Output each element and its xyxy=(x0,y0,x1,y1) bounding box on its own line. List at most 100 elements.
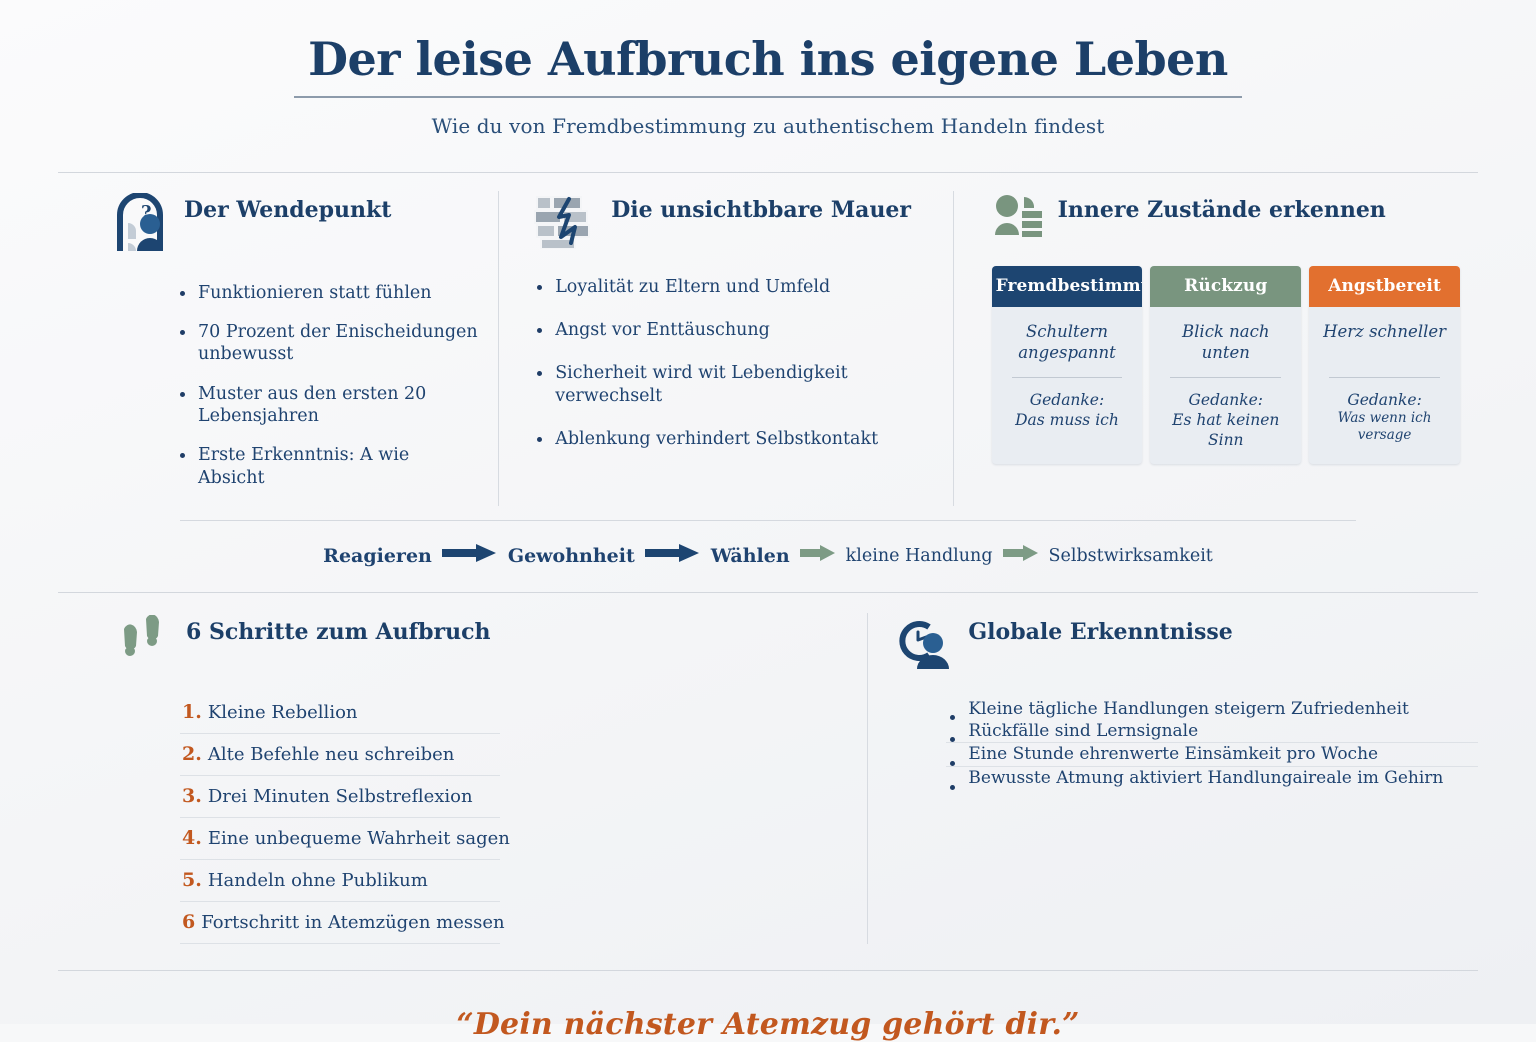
flow-step-label: Wählen xyxy=(710,544,790,567)
list-item: Erste Erkenntnis: A wie Absicht xyxy=(176,444,480,489)
state-cards: Fremdbestimmt Schultern angespannt Gedan… xyxy=(991,265,1460,464)
step-label: Handeln ohne Publikum xyxy=(207,870,428,892)
divider-bottom xyxy=(58,970,1478,972)
state-card-thought-label: Gedanke: xyxy=(1029,390,1105,409)
footer-quote: “Dein nächster Atemzug gehört dir.” xyxy=(456,1007,1080,1042)
list-item: Funktionieren statt fühlen xyxy=(176,282,480,304)
state-card-thought: Was wenn ich versage xyxy=(1337,409,1432,444)
list-item: Ablenkung verhindert Selbstkontakt xyxy=(533,428,934,450)
divider-middle xyxy=(58,592,1478,594)
section-header: Globale Erkenntnisse xyxy=(898,613,1478,676)
page-title: Der leise Aufbruch ins eigene Leben xyxy=(294,33,1242,98)
arrow-right-icon xyxy=(1002,544,1039,567)
section-turning-point: ? Der Wendepunkt Funktionieren statt füh… xyxy=(58,191,498,507)
step-number: 2. xyxy=(182,743,202,766)
state-card-title: Fremdbestimmt xyxy=(991,265,1143,307)
insight-text: Rückfälle sind Lernsignale xyxy=(968,721,1199,742)
list-item: 3. Drei Minuten Selbstreflexion xyxy=(180,776,500,819)
section-header: Innere Zustände erkennen xyxy=(992,191,1460,244)
arrow-right-icon xyxy=(441,543,498,568)
section-invisible-wall: Die unsichtbbare Mauer Loyalität zu Elte… xyxy=(498,190,952,507)
step-number: 3. xyxy=(182,785,202,808)
six-steps-list: 1. Kleine Rebellion 2. Alte Befehle neu sc… xyxy=(180,692,510,945)
list-item: Loyalität zu Eltern und Umfeld xyxy=(533,276,934,298)
footprints-icon xyxy=(118,614,174,672)
card-divider xyxy=(1011,376,1123,378)
doorway-question-person-icon: ? xyxy=(114,191,172,260)
arrow-right-icon xyxy=(799,544,836,567)
svg-text:?: ? xyxy=(141,202,152,223)
list-item: 1. Kleine Rebellion xyxy=(180,692,500,735)
list-item: 6 Fortschritt in Atemzügen messen xyxy=(180,902,505,945)
section-header: 6 Schritte zum Aufbruch xyxy=(118,613,867,672)
people-group-icon xyxy=(992,193,1046,244)
list-item: Sicherheit wird wit Lebendigkeit verwech… xyxy=(533,362,934,407)
flow-step-label: kleine Handlung xyxy=(845,545,993,566)
process-flow: Reagieren Gewohnheit Wählen kleine Handl… xyxy=(0,543,1536,568)
section-title: Innere Zustände erkennen xyxy=(1057,196,1386,223)
state-card: Fremdbestimmt Schultern angespannt Gedan… xyxy=(991,265,1143,464)
flow-step-label: Reagieren xyxy=(323,544,432,567)
clock-person-icon xyxy=(898,615,956,676)
insight-text: Kleine tägliche Handlungen steigern Zufr… xyxy=(968,699,1409,720)
state-card: Rückzug Blick nach unten Gedanke: Es hat… xyxy=(1150,265,1302,464)
list-item: Bewusste Atmung aktiviert Handlungaireal… xyxy=(946,765,1478,790)
list-item: Angst vor Enttäuschung xyxy=(533,319,934,341)
step-number: 5. xyxy=(182,869,202,892)
list-item: Kleine tägliche Handlungen steigern Zufr… xyxy=(946,698,1478,721)
state-card-sign: Herz schneller xyxy=(1323,321,1447,341)
list-item: 5. Handeln ohne Publikum xyxy=(180,860,500,903)
card-divider xyxy=(1170,376,1282,378)
state-card-sign: Blick nach unten xyxy=(1182,321,1270,362)
arrow-right-icon xyxy=(644,543,701,568)
global-insights-list: Kleine tägliche Handlungen steigern Zufr… xyxy=(946,698,1478,790)
state-card-title: Rückzug xyxy=(1150,265,1302,307)
step-label: Kleine Rebellion xyxy=(207,702,358,724)
section-title: Der Wendepunkt xyxy=(184,196,392,223)
section-title: 6 Schritte zum Aufbruch xyxy=(186,619,491,646)
state-card-title: Angstbereit xyxy=(1309,265,1460,307)
step-label: Drei Minuten Selbstreflexion xyxy=(207,786,473,808)
cracked-brick-wall-icon xyxy=(533,193,599,254)
section-header: Die unsichtbbare Mauer xyxy=(533,191,934,254)
page-subtitle: Wie du von Fremdbestimmung zu authentisc… xyxy=(431,113,1105,138)
state-card-thought-label: Gedanke: xyxy=(1188,390,1264,409)
state-card-body: Blick nach unten Gedanke: Es hat keinen … xyxy=(1150,307,1301,464)
list-item: 2. Alte Befehle neu schreiben xyxy=(180,734,500,777)
flow-step-label: Selbstwirksamkeit xyxy=(1048,545,1213,566)
section-title: Die unsichtbbare Mauer xyxy=(611,196,912,223)
section-header: ? Der Wendepunkt xyxy=(114,191,480,260)
state-card-sign: Schultern angespannt xyxy=(1018,321,1116,362)
header: Der leise Aufbruch ins eigene Leben Wie … xyxy=(0,0,1536,138)
list-item: 70 Prozent der Enischeidungen unbewusst xyxy=(176,321,480,366)
section-six-steps: 6 Schritte zum Aufbruch 1. Kleine Rebelli… xyxy=(58,613,867,945)
list-item: Muster aus den ersten 20 Lebensjahren xyxy=(176,383,480,428)
step-label: Alte Befehle neu schreiben xyxy=(207,744,455,766)
step-number: 1. xyxy=(182,701,202,724)
insight-text: Eine Stunde ehrenwerte Einsämkeit pro Wo… xyxy=(968,744,1379,765)
card-divider xyxy=(1329,376,1440,378)
state-card-body: Schultern angespannt Gedanke: Das muss i… xyxy=(992,307,1143,444)
state-card-body: Herz schneller Gedanke: Was wenn ich ver… xyxy=(1309,307,1460,459)
state-card-thought: Das muss ich xyxy=(1015,410,1119,429)
list-item: Rückfälle sind Lernsignale xyxy=(946,720,1478,743)
state-card-thought: Es hat keinen Sinn xyxy=(1172,410,1280,449)
top-columns: ? Der Wendepunkt Funktionieren statt füh… xyxy=(0,173,1536,507)
step-label: Eine unbequeme Wahrheit sagen xyxy=(207,828,510,850)
bottom-columns: 6 Schritte zum Aufbruch 1. Kleine Rebelli… xyxy=(0,593,1536,945)
insight-text: Bewusste Atmung aktiviert Handlungaireal… xyxy=(968,767,1444,788)
section-global-insights: Globale Erkenntnisse Kleine tägliche Han… xyxy=(867,613,1478,945)
section-title: Globale Erkenntnisse xyxy=(968,619,1233,646)
turning-point-list: Funktionieren statt fühlen 70 Prozent de… xyxy=(176,282,480,490)
divider-top xyxy=(58,171,1478,173)
state-card-thought-label: Gedanke: xyxy=(1347,390,1422,409)
step-number: 4. xyxy=(182,827,202,850)
step-number: 6 xyxy=(182,911,196,934)
invisible-wall-list: Loyalität zu Eltern und Umfeld Angst vor… xyxy=(533,276,934,451)
flow-step-label: Gewohnheit xyxy=(507,544,635,567)
state-card: Angstbereit Herz schneller Gedanke: Was … xyxy=(1309,265,1460,464)
section-inner-states: Innere Zustände erkennen Fremdbestimmt S… xyxy=(952,190,1478,507)
flow-divider xyxy=(180,520,1356,522)
list-item: Eine Stunde ehrenwerte Einsämkeit pro Wo… xyxy=(946,742,1478,767)
